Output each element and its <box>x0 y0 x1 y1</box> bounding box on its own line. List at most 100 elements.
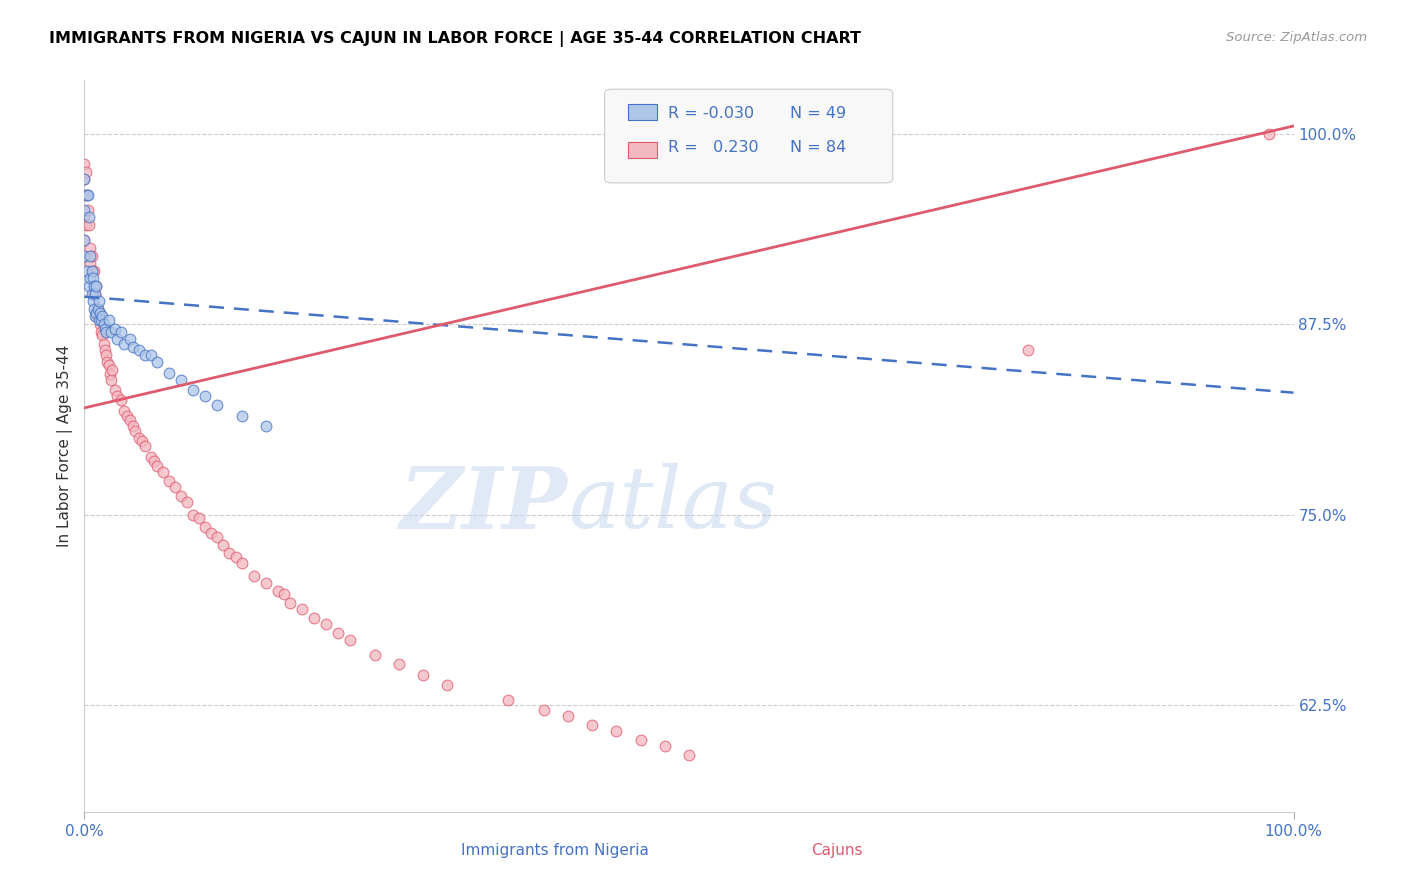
Point <box>76 187 98 202</box>
Text: R =   0.230: R = 0.230 <box>668 140 758 155</box>
Point <box>242 568 264 582</box>
Point <box>87 306 110 320</box>
Point <box>605 723 627 738</box>
Point <box>225 550 247 565</box>
Point <box>101 363 124 377</box>
Point <box>212 538 235 552</box>
Point <box>87 294 110 309</box>
Point <box>412 667 434 681</box>
Point <box>76 264 98 278</box>
Point <box>110 393 132 408</box>
Point <box>83 264 105 278</box>
Point <box>90 312 112 326</box>
Point <box>254 419 277 434</box>
Point <box>1017 343 1039 357</box>
Point <box>76 187 98 202</box>
Point <box>630 733 652 747</box>
Point <box>143 454 166 468</box>
Point <box>146 355 169 369</box>
Text: atlas: atlas <box>568 463 778 546</box>
Point <box>77 218 100 232</box>
Point <box>79 248 101 262</box>
Point <box>73 233 96 247</box>
Point <box>86 279 108 293</box>
Point <box>73 202 96 217</box>
Point <box>73 187 96 202</box>
Point <box>90 325 112 339</box>
Point <box>278 596 301 610</box>
Text: ZIP: ZIP <box>401 463 568 546</box>
Point <box>75 218 97 232</box>
Point <box>82 271 104 285</box>
Text: Immigrants from Nigeria: Immigrants from Nigeria <box>461 843 650 858</box>
Point <box>80 286 103 301</box>
Point <box>181 508 204 522</box>
Point <box>73 172 96 186</box>
Point <box>83 301 105 316</box>
Point <box>139 347 162 362</box>
Text: Cajuns: Cajuns <box>811 843 862 858</box>
Point <box>131 434 153 449</box>
Text: Source: ZipAtlas.com: Source: ZipAtlas.com <box>1226 31 1367 45</box>
Point <box>100 325 122 339</box>
Point <box>77 279 100 293</box>
Point <box>388 657 411 671</box>
Point <box>273 587 295 601</box>
Point <box>82 294 104 309</box>
Point <box>654 739 676 754</box>
Point <box>157 366 180 380</box>
Point <box>363 648 385 662</box>
Point <box>91 327 114 342</box>
Point <box>231 557 253 571</box>
Point <box>194 520 217 534</box>
Point <box>112 337 135 351</box>
Point <box>73 233 96 247</box>
Point <box>79 256 101 270</box>
Point <box>134 347 156 362</box>
Point <box>120 332 142 346</box>
Point <box>157 474 180 488</box>
Point <box>302 611 325 625</box>
Point <box>124 424 146 438</box>
Point <box>100 374 122 388</box>
Point <box>84 310 107 324</box>
Point <box>104 383 127 397</box>
Point <box>91 310 114 324</box>
Point <box>80 248 103 262</box>
Point <box>79 271 101 285</box>
Point <box>1258 127 1281 141</box>
Point <box>165 480 187 494</box>
Point <box>105 389 128 403</box>
Point <box>557 708 579 723</box>
Point <box>73 211 96 225</box>
Point <box>581 718 603 732</box>
Point <box>83 279 105 293</box>
Point <box>86 301 108 316</box>
Point <box>231 409 253 423</box>
Point <box>77 202 100 217</box>
Point <box>77 187 100 202</box>
Point <box>194 389 217 403</box>
Point <box>121 340 143 354</box>
Point <box>315 617 337 632</box>
Point <box>134 439 156 453</box>
Point <box>86 310 108 324</box>
Point <box>120 413 142 427</box>
Point <box>152 465 174 479</box>
Point <box>87 312 110 326</box>
Point <box>82 264 104 278</box>
Point <box>181 383 204 397</box>
Point <box>94 321 117 335</box>
Point <box>75 164 97 178</box>
Point <box>83 286 105 301</box>
Text: N = 49: N = 49 <box>790 106 846 121</box>
Point <box>291 602 314 616</box>
Point <box>84 286 107 301</box>
Point <box>93 337 115 351</box>
Point <box>73 157 96 171</box>
Point <box>73 248 96 262</box>
Point <box>176 495 198 509</box>
Point <box>139 450 162 464</box>
Point <box>146 458 169 473</box>
Y-axis label: In Labor Force | Age 35-44: In Labor Force | Age 35-44 <box>58 345 73 547</box>
